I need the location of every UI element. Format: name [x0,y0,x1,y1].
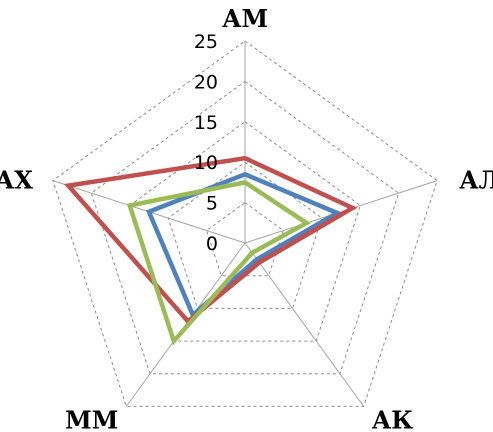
grid-ring-20 [90,80,400,375]
series-line-1 [63,155,358,325]
axis-labels: АМ АЛ АК ММ АХ [0,4,493,432]
tick-labels: 0 5 10 15 20 25 [194,31,218,255]
series-line-0 [145,171,343,319]
tick-label-25: 25 [194,31,218,53]
series-layer [63,155,358,346]
grid-ring-15 [129,121,361,342]
tick-label-0: 0 [206,233,218,255]
tick-label-10: 10 [194,152,218,174]
grid-ring-10 [167,161,323,309]
axis-label-al: АЛ [459,166,493,195]
grid-layer [52,40,438,407]
axis-label-mm: ММ [65,405,118,432]
axis-label-am: АМ [222,4,268,33]
spoke-1 [244,180,438,244]
axis-label-ak: АК [372,405,414,432]
series-line-2 [126,180,311,346]
tick-label-20: 20 [194,71,218,93]
spoke-2 [244,242,365,407]
axis-label-ax: АХ [0,166,33,195]
tick-label-5: 5 [206,193,218,215]
tick-label-15: 15 [194,112,218,134]
